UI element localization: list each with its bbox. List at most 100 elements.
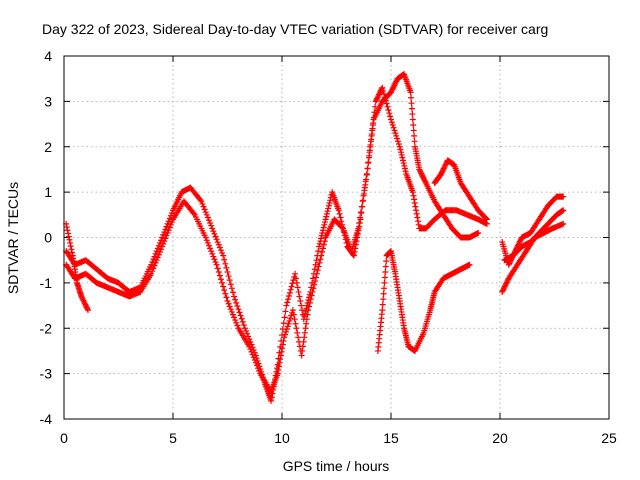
data-point	[268, 394, 275, 401]
data-point	[69, 249, 76, 256]
data-point	[358, 203, 365, 210]
data-point	[364, 165, 371, 172]
data-point	[281, 334, 288, 341]
data-point	[504, 278, 511, 285]
data-point	[278, 348, 285, 355]
data-point	[252, 359, 259, 366]
data-point	[233, 299, 240, 306]
data-point	[408, 105, 415, 112]
data-point	[312, 261, 319, 268]
data-point	[301, 329, 308, 336]
data-point	[516, 238, 523, 245]
data-point	[241, 325, 248, 332]
data-point	[293, 279, 300, 286]
data-point	[442, 162, 449, 169]
data-point	[151, 253, 158, 260]
data-point	[316, 259, 323, 266]
data-point	[158, 237, 165, 244]
data-point	[151, 262, 158, 269]
data-point	[275, 363, 282, 370]
data-point	[227, 306, 234, 313]
data-point	[313, 257, 320, 264]
data-point	[323, 210, 330, 217]
data-point	[560, 193, 567, 200]
data-point	[357, 214, 364, 221]
data-point	[320, 224, 327, 231]
data-point	[483, 215, 490, 222]
data-point	[304, 311, 311, 318]
data-point	[501, 283, 508, 290]
data-point	[295, 334, 302, 341]
data-point	[245, 333, 252, 340]
data-point	[223, 264, 230, 271]
data-point	[391, 82, 398, 89]
data-point	[161, 238, 168, 245]
data-point	[232, 317, 239, 324]
data-point	[251, 357, 258, 364]
series-track-main	[63, 84, 490, 404]
data-point	[228, 308, 235, 315]
data-point	[287, 286, 294, 293]
data-point	[234, 303, 241, 310]
data-point	[79, 296, 86, 303]
data-point	[383, 258, 390, 265]
data-point	[168, 219, 175, 226]
data-point	[226, 303, 233, 310]
data-point	[369, 121, 376, 128]
data-point	[65, 230, 72, 237]
data-point	[379, 301, 386, 308]
data-point	[315, 263, 322, 270]
data-point	[204, 214, 211, 221]
data-point	[165, 218, 172, 225]
data-point	[79, 294, 86, 301]
data-point	[221, 256, 228, 263]
data-point	[160, 240, 167, 247]
data-point	[279, 345, 286, 352]
data-point	[356, 219, 363, 226]
data-point	[366, 149, 373, 156]
data-point	[442, 161, 449, 168]
data-point	[410, 192, 417, 199]
data-point	[81, 300, 88, 307]
x-tick-label: 0	[60, 430, 68, 446]
data-point	[359, 198, 366, 205]
data-point	[415, 221, 422, 228]
y-tick-label: 1	[44, 184, 52, 200]
data-point	[386, 110, 393, 117]
data-point	[417, 169, 424, 176]
data-point	[163, 223, 170, 230]
data-point	[296, 293, 303, 300]
data-point	[410, 121, 417, 128]
data-point	[152, 259, 159, 266]
data-point	[243, 327, 250, 334]
data-point	[380, 290, 387, 297]
data-point	[248, 348, 255, 355]
data-point	[274, 370, 281, 377]
data-point	[220, 252, 227, 259]
data-point	[285, 296, 292, 303]
data-point	[350, 252, 357, 259]
data-point	[149, 259, 156, 266]
data-point	[395, 141, 402, 148]
data-point	[200, 203, 207, 210]
data-point	[388, 87, 395, 94]
data-point	[212, 233, 219, 240]
data-point	[413, 210, 420, 217]
data-point	[153, 248, 160, 255]
data-point	[205, 217, 212, 224]
data-point	[365, 154, 372, 161]
data-point	[560, 207, 567, 214]
data-point	[560, 220, 567, 227]
data-point	[336, 210, 343, 217]
data-point	[419, 173, 426, 180]
data-point	[321, 219, 328, 226]
data-point	[414, 214, 421, 221]
data-point	[389, 86, 396, 93]
data-point	[291, 316, 298, 323]
data-point	[220, 283, 227, 290]
data-point	[287, 315, 294, 322]
data-point	[365, 160, 372, 167]
data-point	[319, 227, 326, 234]
data-point	[250, 354, 257, 361]
